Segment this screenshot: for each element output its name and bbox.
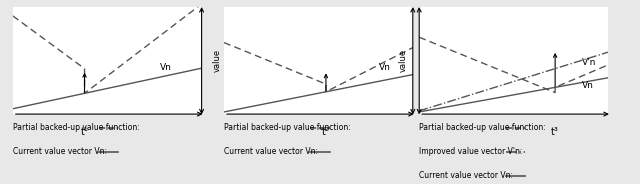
Text: Current value vector Vn:: Current value vector Vn:	[13, 147, 107, 156]
Text: Partial backed-up value function:: Partial backed-up value function:	[13, 123, 140, 132]
Text: Current value vector Vn:: Current value vector Vn:	[419, 171, 513, 180]
Text: Vn: Vn	[379, 63, 390, 72]
Text: t³: t³	[551, 127, 559, 137]
Text: value: value	[399, 49, 408, 72]
Text: Vn: Vn	[582, 81, 593, 90]
Text: Vn: Vn	[160, 63, 172, 72]
Text: V'n: V'n	[582, 58, 596, 67]
Text: value: value	[424, 49, 433, 72]
Text: Partial backed-up value function:: Partial backed-up value function:	[224, 123, 351, 132]
Text: Partial backed-up value function:: Partial backed-up value function:	[419, 123, 546, 132]
Text: value: value	[213, 49, 222, 72]
Text: Current value vector Vn:: Current value vector Vn:	[224, 147, 318, 156]
Text: t¹: t¹	[81, 127, 88, 137]
Text: t²: t²	[322, 127, 330, 137]
Text: Improved value vector V'n:: Improved value vector V'n:	[419, 147, 523, 156]
